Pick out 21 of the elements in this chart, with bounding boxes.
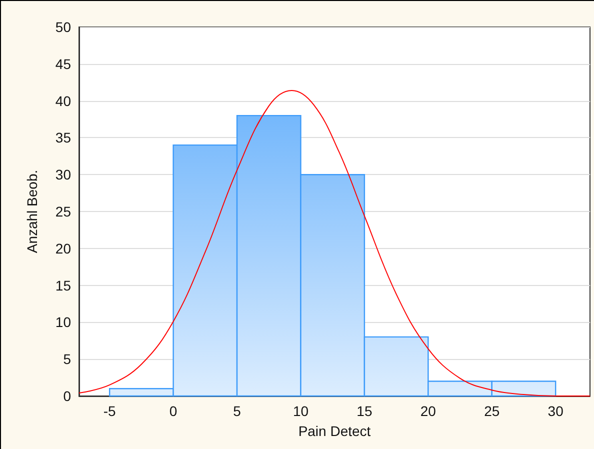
y-tick-label: 40: [55, 92, 72, 109]
x-tick-label: -5: [103, 403, 116, 419]
x-tick-label: 25: [484, 403, 500, 419]
y-tick-label: 50: [55, 19, 72, 35]
x-tick-label: 10: [292, 403, 309, 419]
x-tick-label: 5: [233, 403, 242, 419]
y-tick-label: 20: [55, 240, 72, 256]
y-tick-label: 30: [55, 166, 72, 183]
x-tick-label: 20: [420, 403, 436, 419]
y-tick-label: 15: [55, 277, 72, 294]
y-tick-label: 0: [63, 388, 72, 404]
y-tick-label: 35: [55, 130, 72, 146]
y-tick-label: 10: [55, 314, 72, 330]
y-tick-label: 45: [55, 56, 72, 72]
y-tick-label: 5: [63, 351, 72, 368]
x-tick-label: 0: [169, 403, 178, 419]
x-axis-title: Pain Detect: [298, 423, 371, 439]
x-tick-label: 15: [356, 403, 372, 419]
y-tick-label: 25: [55, 204, 72, 220]
y-axis-title: Anzahl Beob.: [24, 170, 40, 254]
x-tick-label: 30: [548, 403, 564, 419]
